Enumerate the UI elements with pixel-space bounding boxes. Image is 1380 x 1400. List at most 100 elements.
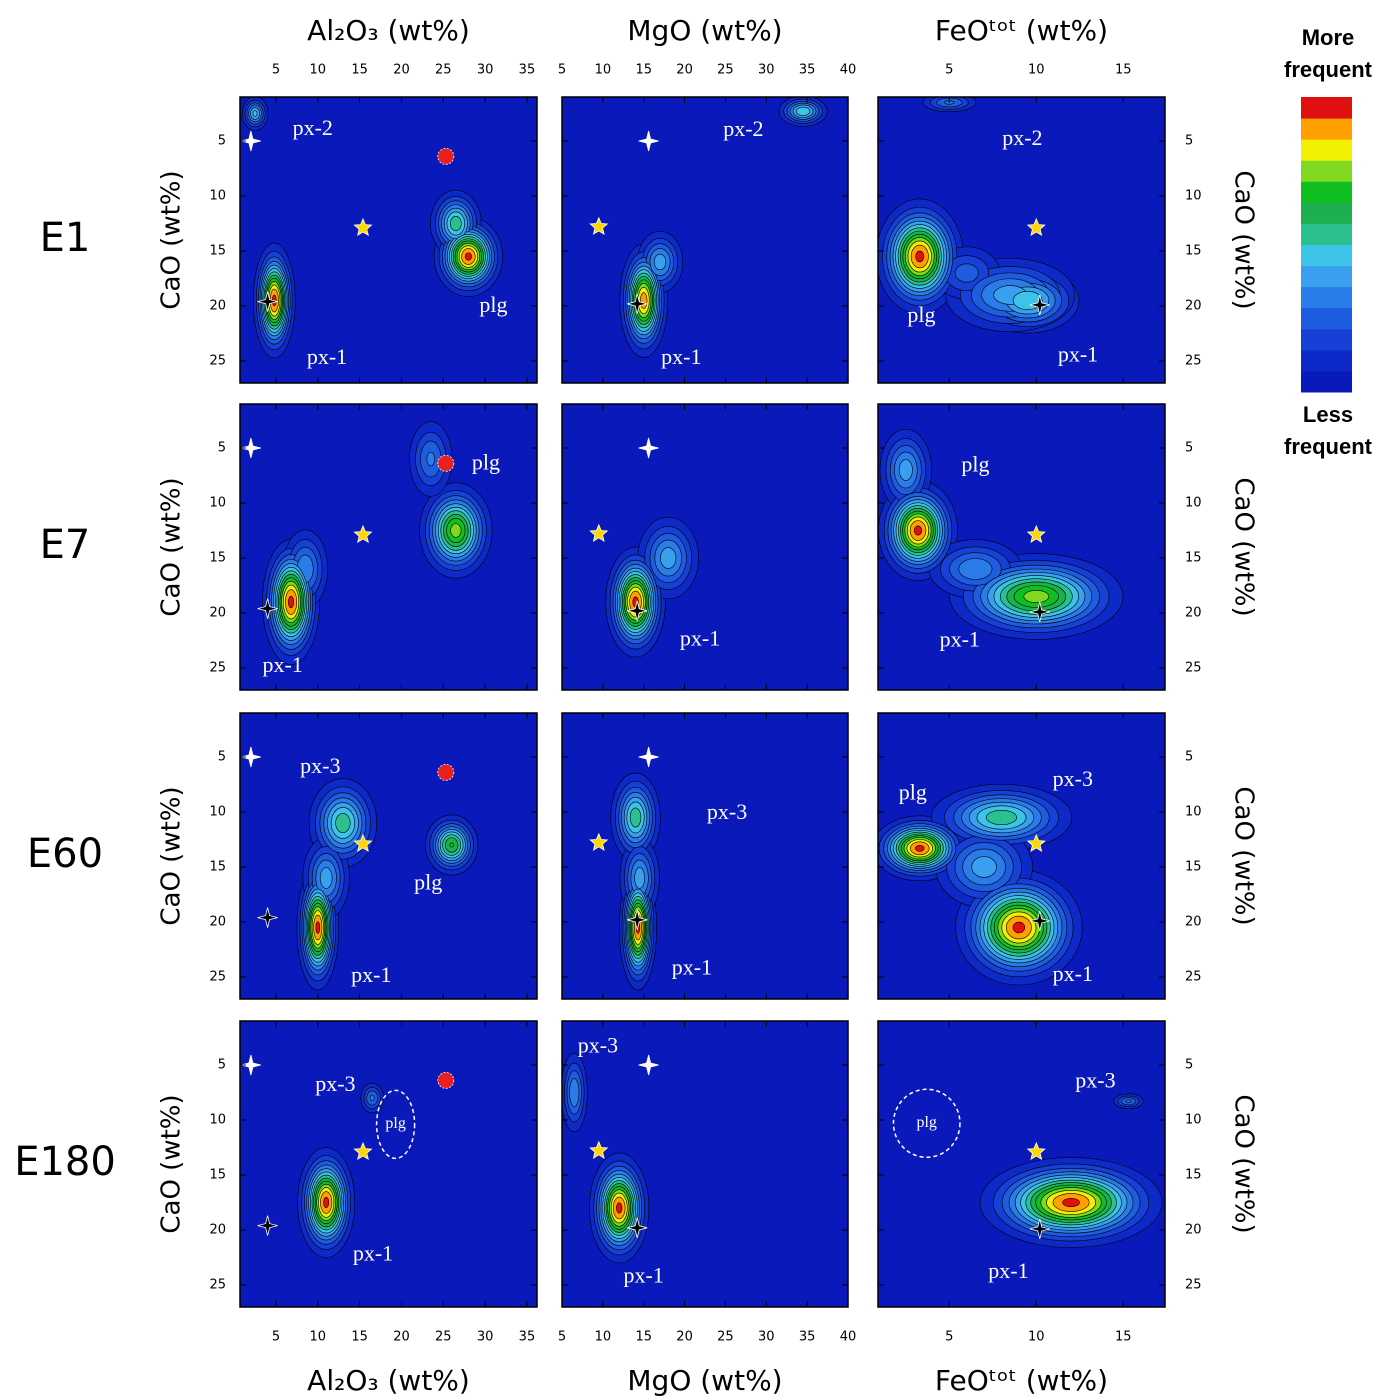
- y-axis-title: CaO (wt%): [157, 786, 187, 925]
- x-tick-label: 10: [310, 63, 327, 78]
- panel: px-2 plg px-1: [878, 97, 1165, 383]
- x-tick-label: 30: [758, 1330, 775, 1345]
- density-contour: [634, 867, 645, 889]
- density-contour: [315, 921, 321, 934]
- density-contour: [986, 809, 1017, 826]
- annotation: px-1: [988, 1258, 1028, 1283]
- x-tick-label: 35: [799, 1330, 816, 1345]
- x-tick-label: 5: [945, 63, 953, 78]
- density-contour: [464, 252, 472, 261]
- x-tick-label: 10: [1028, 1330, 1045, 1345]
- y-tick-label: 5: [1185, 750, 1193, 765]
- reference-point: [638, 1054, 659, 1076]
- annotation: px-1: [307, 344, 347, 369]
- y-tick-label: 5: [218, 134, 226, 149]
- panel-background: [240, 1021, 537, 1307]
- reference-point: [589, 832, 609, 851]
- panel-frame: [561, 712, 849, 1000]
- annotation: px-3: [578, 1032, 618, 1057]
- panel-background: [562, 713, 848, 999]
- annotation: px-1: [661, 344, 701, 369]
- reference-point: [353, 217, 373, 237]
- density-contour: [252, 110, 258, 117]
- colorbar-band: [1301, 181, 1352, 203]
- density-contour: [1125, 1099, 1132, 1103]
- y-tick-label: 20: [209, 299, 226, 314]
- panel: plg px-3 px-1: [878, 1021, 1165, 1307]
- colorbar-band: [1301, 370, 1352, 393]
- y-axis-title: CaO (wt%): [157, 477, 187, 616]
- colorbar-band: [1301, 328, 1352, 351]
- x-tick-label: 30: [477, 63, 494, 78]
- panel: px-3 plg px-1: [240, 1021, 537, 1307]
- annotation: plg: [385, 1115, 405, 1132]
- reference-point: [1029, 294, 1050, 315]
- panel-frame: [877, 712, 1166, 1000]
- reference-point: [257, 291, 278, 312]
- reference-point: [240, 130, 261, 152]
- x-tick-label: 5: [272, 63, 280, 78]
- x-tick-label: 25: [717, 1330, 734, 1345]
- density-contour: [660, 547, 677, 569]
- x-tick-label: 15: [1115, 63, 1132, 78]
- y-tick-label: 15: [1185, 244, 1202, 259]
- x-tick-label: 15: [351, 63, 368, 78]
- y-tick-label: 5: [1185, 1058, 1193, 1073]
- panel-frame: [877, 96, 1166, 384]
- row-label: E180: [14, 1139, 116, 1185]
- colorbar-band: [1301, 202, 1352, 224]
- annotation: plg: [414, 870, 442, 895]
- panel: px-3 px-1: [562, 1021, 848, 1307]
- colorbar-band: [1301, 139, 1352, 161]
- y-tick-label: 10: [1185, 1113, 1202, 1128]
- annotation: px-1: [1053, 961, 1093, 986]
- annotation: px-2: [1002, 125, 1042, 150]
- x-tick-label: 5: [558, 63, 566, 78]
- annotation: px-1: [672, 954, 712, 979]
- y-tick-label: 20: [209, 915, 226, 930]
- panel: px-2 px-1: [562, 97, 848, 383]
- reference-point: [1026, 1141, 1046, 1161]
- x-axis-title: Al₂O₃ (wt%): [307, 14, 470, 47]
- annotation: px-1: [940, 627, 980, 652]
- panel: px-1: [562, 404, 848, 690]
- density-contour: [971, 856, 997, 878]
- density-contour: [915, 250, 925, 263]
- reference-point: [353, 524, 373, 544]
- density-contour: [954, 263, 979, 283]
- y-tick-label: 20: [209, 1223, 226, 1238]
- y-tick-label: 15: [1185, 1168, 1202, 1183]
- panel-frame: [239, 1020, 538, 1308]
- reference-point: [1026, 217, 1046, 237]
- density-contour: [958, 558, 993, 580]
- x-tick-label: 15: [351, 1330, 368, 1345]
- panel: plg px-3 px-1: [878, 713, 1165, 999]
- y-tick-label: 25: [209, 970, 226, 985]
- y-tick-label: 25: [1185, 970, 1202, 985]
- density-contour: [369, 1094, 375, 1102]
- colorbar-band: [1301, 244, 1352, 267]
- reference-point: [627, 909, 648, 930]
- y-tick-label: 25: [1185, 354, 1202, 369]
- y-tick-label: 25: [209, 661, 226, 676]
- reference-point: [627, 600, 648, 621]
- x-axis-title: Al₂O₃ (wt%): [307, 1364, 470, 1397]
- y-axis-title: CaO (wt%): [1229, 477, 1259, 616]
- density-contour: [914, 844, 925, 852]
- panel-background: [240, 713, 537, 999]
- y-tick-label: 10: [209, 805, 226, 820]
- annotation: px-3: [1075, 1068, 1115, 1093]
- annotation: px-3: [707, 799, 747, 824]
- x-tick-label: 25: [435, 63, 452, 78]
- y-tick-label: 5: [218, 750, 226, 765]
- y-tick-label: 20: [1185, 606, 1202, 621]
- y-tick-label: 15: [209, 551, 226, 566]
- y-tick-label: 5: [1185, 441, 1193, 456]
- panel: px-2 plg px-1: [240, 97, 537, 383]
- reference-point: [589, 523, 609, 542]
- y-tick-label: 20: [1185, 1223, 1202, 1238]
- x-tick-label: 10: [1028, 63, 1045, 78]
- annotation: px-3: [300, 753, 340, 778]
- y-tick-label: 15: [209, 860, 226, 875]
- y-axis-title: CaO (wt%): [1229, 786, 1259, 925]
